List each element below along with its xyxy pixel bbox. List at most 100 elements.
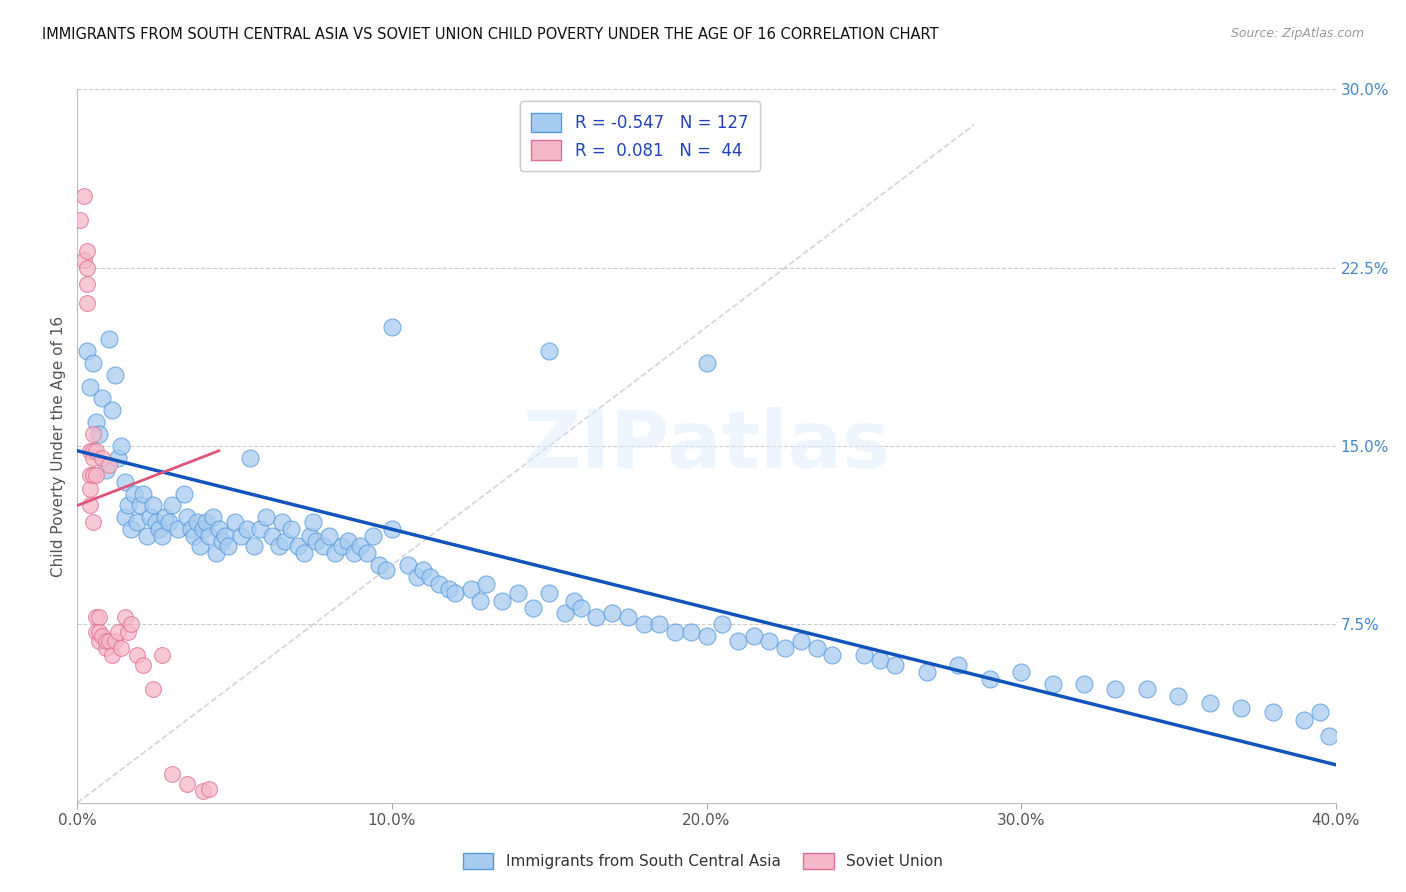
Point [412,563,434,577]
Point [160,499,183,513]
Point [84,415,107,429]
Point [72,189,94,203]
Point [208,522,231,536]
Point [349,539,371,553]
Point [155,510,177,524]
Point [419,570,441,584]
Point [117,624,139,639]
Point [142,499,165,513]
Point [132,486,155,500]
Point [76,343,98,358]
Point [76,277,98,292]
Point [292,546,315,560]
Point [101,648,124,663]
Point [120,522,142,536]
Point [150,648,173,663]
Point [1309,706,1331,720]
Point [381,320,404,334]
Point [91,392,114,406]
Point [135,529,157,543]
Point [821,648,844,663]
Point [427,577,450,591]
Point [318,529,340,543]
Point [150,529,173,543]
Point [305,534,328,549]
Point [554,606,576,620]
Point [1294,713,1316,727]
Point [191,522,215,536]
Point [374,563,396,577]
Point [82,356,104,370]
Point [97,634,120,648]
Point [312,539,335,553]
Point [806,641,828,656]
Point [617,610,640,624]
Point [122,486,145,500]
Point [696,356,718,370]
Text: IMMIGRANTS FROM SOUTH CENTRAL ASIA VS SOVIET UNION CHILD POVERTY UNDER THE AGE O: IMMIGRANTS FROM SOUTH CENTRAL ASIA VS SO… [42,27,939,42]
Point [915,665,938,679]
Point [129,499,152,513]
Point [173,486,195,500]
Point [79,482,101,496]
Point [69,213,91,227]
Point [127,515,149,529]
Point [160,767,183,781]
Point [274,534,297,549]
Point [79,467,101,482]
Point [270,515,292,529]
Point [94,463,117,477]
Point [585,610,607,624]
Point [229,529,252,543]
Point [564,593,586,607]
Point [1073,677,1095,691]
Point [727,634,749,648]
Point [201,510,224,524]
Point [648,617,671,632]
Point [214,529,236,543]
Point [211,534,233,549]
Point [267,539,290,553]
Point [336,534,359,549]
Point [361,529,384,543]
Point [696,629,718,643]
Point [127,648,149,663]
Point [239,450,262,465]
Point [475,577,498,591]
Point [138,510,160,524]
Point [224,515,246,529]
Point [89,610,111,624]
Point [330,539,353,553]
Point [254,510,277,524]
Point [460,582,482,596]
Point [183,529,205,543]
Point [242,539,264,553]
Point [82,427,104,442]
Point [76,260,98,275]
Point [302,515,325,529]
Point [94,641,117,656]
Point [110,641,132,656]
Point [145,515,167,529]
Point [299,529,322,543]
Point [120,617,142,632]
Point [91,629,114,643]
Point [104,368,127,382]
Point [679,624,702,639]
Y-axis label: Child Poverty Under the Age of 16: Child Poverty Under the Age of 16 [51,316,66,576]
Point [262,529,284,543]
Point [94,634,117,648]
Point [82,515,104,529]
Point [117,499,139,513]
Point [76,244,98,258]
Point [72,253,94,268]
Point [191,784,215,798]
Point [167,522,190,536]
Point [323,546,346,560]
Point [1230,700,1253,714]
Point [79,379,101,393]
Point [84,624,107,639]
Point [195,515,218,529]
Point [1261,706,1284,720]
Point [114,610,136,624]
